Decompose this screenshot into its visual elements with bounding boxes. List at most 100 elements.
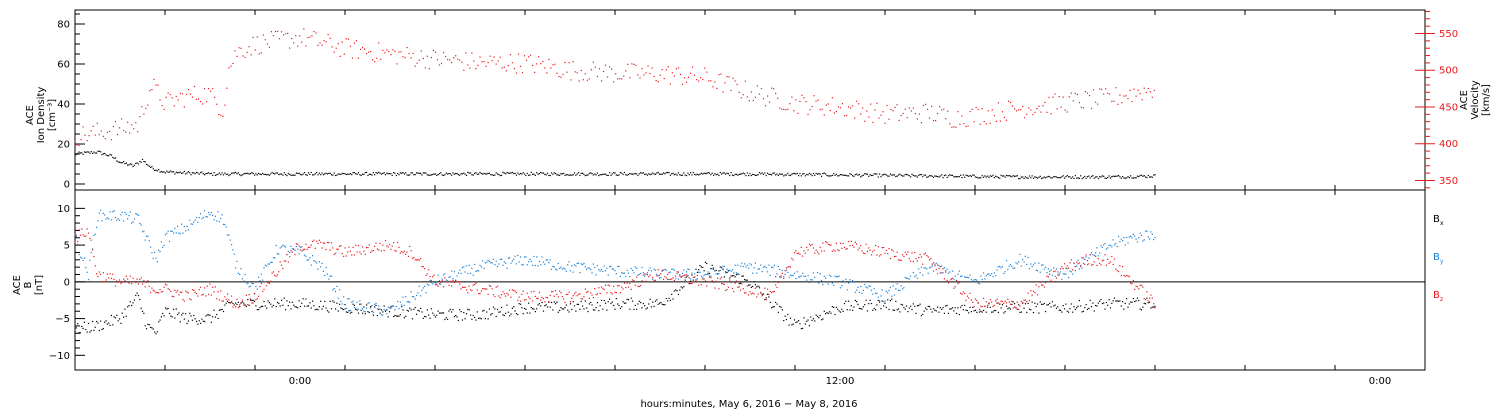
bottom-black-point	[1027, 302, 1029, 305]
bottom-black-point	[351, 311, 353, 313]
bottom-blue-point	[378, 305, 380, 307]
bottom-red-point	[970, 299, 972, 301]
bottom-red-point	[1096, 264, 1098, 267]
top-red-point	[98, 133, 100, 136]
bottom-red-point	[780, 275, 782, 277]
top-black-point	[582, 172, 584, 175]
top-black-point	[955, 176, 958, 178]
top-black-point	[843, 174, 846, 176]
top-black-point	[918, 174, 920, 176]
bottom-black-point	[272, 304, 275, 306]
bottom-blue-point	[343, 296, 345, 298]
top-red-point	[147, 104, 149, 106]
bottom-red-point	[229, 301, 231, 304]
top-black-point	[556, 174, 558, 176]
bottom-red-point	[116, 280, 118, 282]
bottom-black-point	[704, 261, 707, 263]
bottom-red-point	[274, 274, 276, 277]
top-black-point	[414, 173, 416, 176]
bottom-blue-point	[1070, 271, 1072, 273]
bottom-blue-point	[830, 275, 832, 277]
bottom-black-point	[1009, 308, 1012, 310]
bottom-black-point	[320, 300, 322, 302]
bottom-black-point	[892, 309, 894, 311]
bottom-blue-point	[401, 304, 403, 306]
top-black-point	[222, 174, 225, 176]
bottom-black-point	[361, 312, 364, 314]
top-red-point	[1125, 95, 1127, 97]
bottom-red-point	[906, 253, 908, 256]
bottom-red-point	[262, 290, 264, 292]
bottom-blue-point	[352, 300, 354, 302]
top-red-point	[295, 35, 297, 37]
bottom-black-point	[87, 322, 90, 325]
bottom-black-point	[598, 309, 600, 312]
bottom-red-point	[529, 298, 531, 300]
top-red-point	[803, 97, 805, 99]
top-red-point	[1052, 96, 1054, 98]
bottom-black-point	[156, 331, 158, 333]
bottom-black-point	[526, 312, 528, 314]
bottom-red-point	[874, 244, 877, 247]
bottom-red-point	[100, 273, 102, 275]
bottom-blue-point	[1026, 263, 1028, 266]
bottom-red-point	[317, 242, 319, 244]
top-red-point	[368, 51, 370, 53]
bottom-blue-point	[935, 262, 937, 264]
top-black-point	[334, 174, 337, 177]
top-black-point	[540, 171, 542, 174]
top-black-point	[1073, 177, 1075, 180]
top-red-point	[1011, 105, 1014, 107]
bottom-red-point	[1122, 265, 1124, 268]
bottom-black-point	[741, 275, 743, 277]
top-black-point	[1036, 177, 1039, 179]
top-black-point	[549, 174, 551, 177]
bottom-blue-point	[860, 285, 862, 288]
top-red-point	[444, 56, 447, 58]
bottom-black-point	[962, 309, 964, 311]
top-black-point	[101, 153, 103, 156]
top-red-point	[546, 72, 548, 74]
bottom-black-point	[573, 305, 576, 307]
bottom-red-point	[475, 282, 477, 284]
bottom-blue-point	[363, 310, 365, 312]
bottom-blue-point	[197, 221, 199, 223]
bottom-blue-point	[645, 273, 647, 275]
bottom-blue-point	[1119, 241, 1121, 243]
bottom-red-point	[1108, 262, 1110, 264]
bottom-red-point	[1153, 303, 1155, 305]
top-black-point	[303, 172, 306, 174]
bottom-black-point	[1020, 311, 1022, 313]
top-red-point	[250, 54, 252, 56]
top-red-point	[384, 52, 386, 54]
top-red-point	[220, 114, 222, 116]
bottom-black-point	[606, 309, 608, 311]
bottom-blue-point	[231, 244, 233, 246]
bottom-red-point	[764, 287, 766, 289]
top-red-point	[1070, 92, 1072, 94]
bottom-black-point	[1066, 310, 1068, 312]
bottom-red-point	[301, 246, 303, 248]
top-black-point	[1092, 175, 1094, 177]
top-black-point	[339, 173, 341, 175]
bottom-red-point	[657, 269, 659, 271]
top-black-point	[577, 172, 580, 174]
top-red-point	[685, 81, 688, 83]
top-red-point	[390, 54, 392, 56]
bottom-black-point	[334, 308, 337, 310]
top-black-point	[1070, 177, 1072, 179]
bottom-blue-point	[631, 269, 634, 272]
bottom-blue-point	[1103, 244, 1105, 246]
top-red-point	[303, 28, 305, 30]
bottom-black-point	[1007, 308, 1009, 310]
top-red-point	[157, 84, 159, 86]
bottom-red-point	[660, 273, 662, 275]
bottom-red-point	[364, 253, 366, 255]
top-black-point	[1080, 175, 1082, 177]
top-black-point	[957, 176, 959, 178]
bottom-red-point	[969, 292, 971, 295]
bottom-red-point	[885, 249, 887, 251]
bottom-red-point	[299, 249, 302, 251]
top-black-point	[552, 173, 554, 175]
